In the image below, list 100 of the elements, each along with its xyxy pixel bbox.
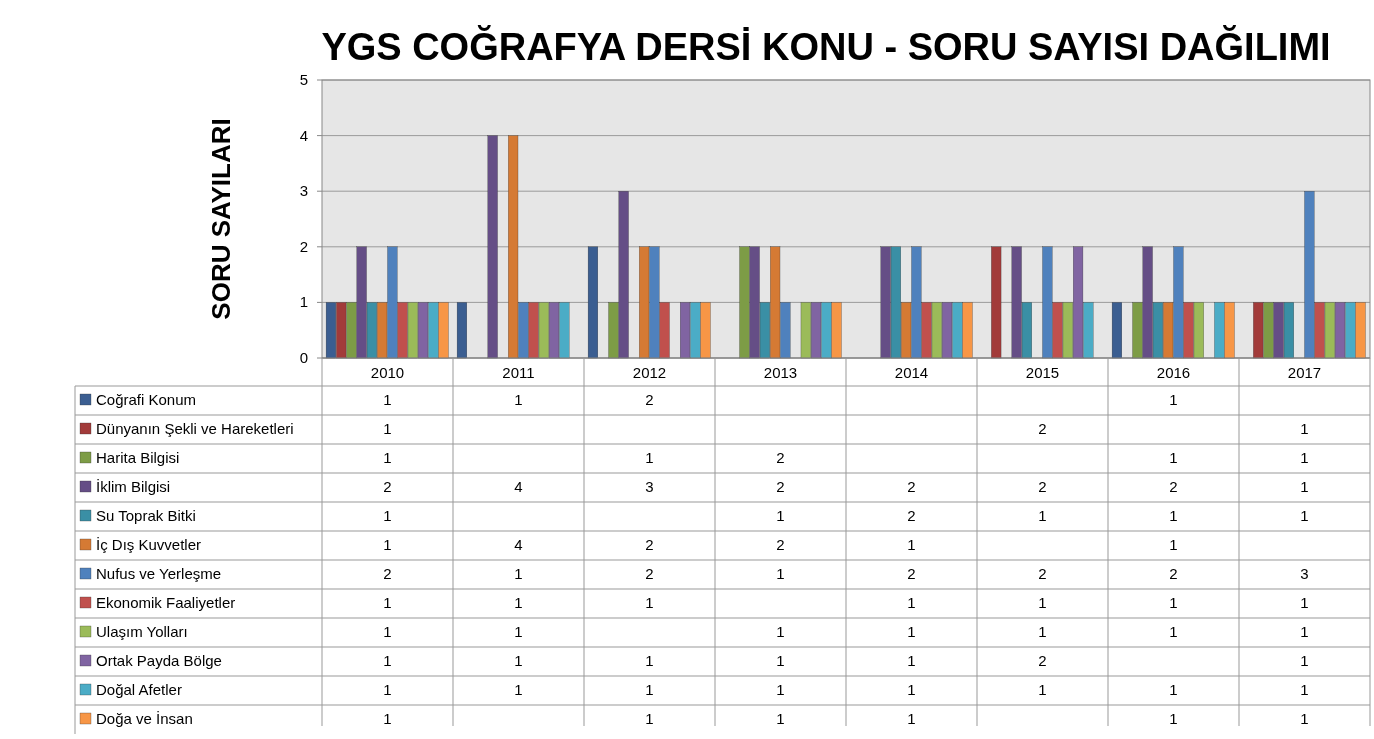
bar <box>587 246 598 359</box>
data-label: 2 <box>1169 565 1178 582</box>
x-tick-label: 2014 <box>894 364 929 381</box>
legend-label: İklim Bilgisi <box>96 478 171 495</box>
data-label: 1 <box>907 710 916 727</box>
data-label: 1 <box>1300 710 1309 727</box>
legend-label: Nufus ve Yerleşme <box>96 565 222 582</box>
data-label: 1 <box>645 710 654 727</box>
x-tick-label: 2015 <box>1025 364 1060 381</box>
data-label: 2 <box>1038 478 1047 495</box>
data-label: 1 <box>1169 710 1178 727</box>
legend-label: İç Dış Kuvvetler <box>96 536 202 553</box>
data-label: 1 <box>1169 594 1178 611</box>
data-label: 1 <box>383 710 392 727</box>
data-label: 1 <box>907 536 916 553</box>
data-label: 1 <box>514 391 523 408</box>
data-label: 1 <box>383 507 392 524</box>
data-label: 1 <box>383 623 392 640</box>
data-label: 1 <box>907 594 916 611</box>
data-label: 1 <box>645 681 654 698</box>
data-label: 1 <box>514 623 523 640</box>
y-tick-label: 2 <box>299 237 308 255</box>
bar <box>456 302 467 359</box>
legend-label: Ortak Payda Bölge <box>96 652 222 669</box>
legend-label: Harita Bilgisi <box>96 449 180 466</box>
data-label: 2 <box>776 536 785 553</box>
data-label: 1 <box>1300 449 1309 466</box>
data-label: 1 <box>1300 681 1309 698</box>
x-tick-label: 2012 <box>632 364 667 381</box>
data-label: 2 <box>1038 565 1047 582</box>
data-label: 1 <box>383 391 392 408</box>
y-axis-title: SORU SAYILARI <box>206 118 236 320</box>
data-label: 1 <box>1169 507 1178 524</box>
data-label: 4 <box>514 478 523 495</box>
data-label: 4 <box>514 536 523 553</box>
legend-label: Dünyanın Şekli ve Hareketleri <box>96 420 294 437</box>
data-label: 3 <box>645 478 654 495</box>
data-label: 1 <box>514 652 523 669</box>
x-tick-label: 2011 <box>502 364 535 381</box>
data-label: 3 <box>1300 565 1309 582</box>
data-label: 2 <box>645 536 654 553</box>
legend-label: Ulaşım Yolları <box>96 623 188 640</box>
data-label: 1 <box>1169 449 1178 466</box>
data-label: 1 <box>645 449 654 466</box>
data-label: 1 <box>383 652 392 669</box>
data-label: 1 <box>1169 623 1178 640</box>
data-label: 2 <box>776 449 785 466</box>
data-label: 2 <box>907 565 916 582</box>
data-label: 1 <box>514 681 523 698</box>
data-label: 1 <box>1300 420 1309 437</box>
x-tick-label: 2010 <box>370 364 405 381</box>
legend-label: Doğa ve İnsan <box>96 710 193 727</box>
y-tick-label: 0 <box>299 349 308 366</box>
data-label: 1 <box>383 594 392 611</box>
y-tick-label: 4 <box>299 126 308 144</box>
data-label: 1 <box>1169 681 1178 698</box>
data-label: 1 <box>1300 623 1309 640</box>
data-label: 2 <box>776 478 785 495</box>
data-label: 2 <box>1169 478 1178 495</box>
data-label: 2 <box>383 478 392 495</box>
data-label: 2 <box>645 565 654 582</box>
legend-label: Coğrafi Konum <box>96 391 197 408</box>
y-tick-label: 1 <box>299 293 308 311</box>
bar <box>991 246 1002 359</box>
data-label: 1 <box>383 449 392 466</box>
data-label: 1 <box>383 536 392 553</box>
legend-label: Doğal Afetler <box>96 681 182 698</box>
legend-label: Su Toprak Bitki <box>96 507 196 524</box>
data-label: 2 <box>907 478 916 495</box>
bar <box>1111 302 1122 359</box>
data-label: 1 <box>1038 507 1047 524</box>
chart-title: YGS COĞRAFYA DERSİ KONU - SORU SAYISI DAĞILIMI <box>321 25 1331 68</box>
data-label: 2 <box>383 565 392 582</box>
data-label: 1 <box>1300 507 1309 524</box>
data-label: 1 <box>1169 536 1178 553</box>
data-label: 1 <box>776 710 785 727</box>
data-label: 1 <box>383 681 392 698</box>
data-label: 2 <box>907 507 916 524</box>
data-label: 1 <box>1169 391 1178 408</box>
bar <box>487 135 498 359</box>
data-label: 1 <box>514 565 523 582</box>
data-label: 1 <box>907 652 916 669</box>
data-label: 1 <box>776 623 785 640</box>
legend-label: Ekonomik Faaliyetler <box>96 594 236 611</box>
data-label: 1 <box>645 652 654 669</box>
data-label: 2 <box>1038 420 1047 437</box>
y-tick-label: 3 <box>299 182 308 200</box>
data-label: 1 <box>907 623 916 640</box>
y-tick-label: 5 <box>299 71 308 88</box>
data-label: 2 <box>645 391 654 408</box>
data-label: 1 <box>1038 681 1047 698</box>
data-label: 1 <box>776 652 785 669</box>
x-tick-label: 2013 <box>763 364 798 381</box>
data-label: 1 <box>383 420 392 437</box>
data-label: 1 <box>776 565 785 582</box>
x-tick-label: 2016 <box>1156 364 1191 381</box>
data-label: 2 <box>1038 652 1047 669</box>
data-label: 1 <box>514 594 523 611</box>
x-tick-label: 2017 <box>1287 364 1322 381</box>
data-label: 1 <box>1300 594 1309 611</box>
